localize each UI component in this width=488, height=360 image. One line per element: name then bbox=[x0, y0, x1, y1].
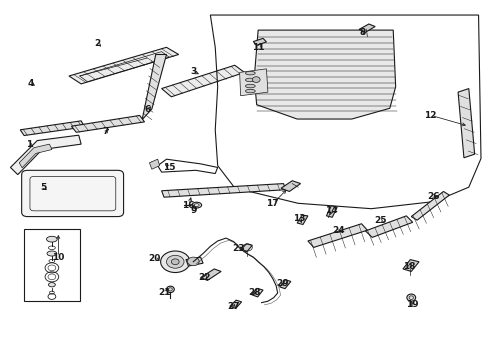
Polygon shape bbox=[239, 69, 267, 96]
Text: 3: 3 bbox=[190, 67, 196, 76]
Text: 28: 28 bbox=[247, 288, 260, 297]
Ellipse shape bbox=[48, 283, 55, 287]
Text: 9: 9 bbox=[190, 206, 196, 215]
Polygon shape bbox=[358, 24, 374, 32]
Text: 7: 7 bbox=[102, 127, 109, 136]
Text: 11: 11 bbox=[251, 43, 264, 52]
Text: 14: 14 bbox=[325, 206, 337, 215]
Polygon shape bbox=[142, 54, 166, 120]
Text: 23: 23 bbox=[232, 244, 244, 253]
Polygon shape bbox=[10, 135, 81, 175]
Circle shape bbox=[252, 77, 260, 82]
FancyBboxPatch shape bbox=[21, 170, 123, 217]
Polygon shape bbox=[307, 224, 366, 247]
Polygon shape bbox=[149, 159, 159, 169]
Text: 26: 26 bbox=[427, 192, 439, 201]
Polygon shape bbox=[253, 39, 266, 45]
Polygon shape bbox=[20, 121, 84, 135]
Polygon shape bbox=[240, 244, 252, 252]
Polygon shape bbox=[410, 192, 448, 220]
Text: 17: 17 bbox=[266, 199, 279, 208]
Ellipse shape bbox=[166, 286, 174, 293]
Text: 27: 27 bbox=[227, 302, 240, 311]
Polygon shape bbox=[185, 257, 203, 266]
Polygon shape bbox=[326, 206, 336, 217]
Circle shape bbox=[187, 257, 199, 266]
Ellipse shape bbox=[46, 236, 57, 242]
FancyBboxPatch shape bbox=[24, 229, 80, 301]
Text: 16: 16 bbox=[182, 201, 194, 210]
Polygon shape bbox=[229, 300, 241, 309]
Polygon shape bbox=[281, 181, 300, 192]
Text: 1: 1 bbox=[26, 140, 32, 149]
Ellipse shape bbox=[245, 78, 255, 82]
Text: 22: 22 bbox=[198, 273, 210, 282]
Circle shape bbox=[171, 259, 179, 265]
Polygon shape bbox=[251, 288, 263, 297]
Text: 6: 6 bbox=[144, 105, 151, 114]
Polygon shape bbox=[19, 144, 52, 168]
Polygon shape bbox=[69, 47, 178, 84]
Ellipse shape bbox=[47, 251, 57, 256]
Text: 15: 15 bbox=[163, 163, 175, 172]
Text: 10: 10 bbox=[52, 253, 64, 262]
Ellipse shape bbox=[406, 294, 415, 301]
Polygon shape bbox=[71, 116, 144, 132]
Text: 21: 21 bbox=[158, 288, 170, 297]
Polygon shape bbox=[365, 216, 412, 237]
Polygon shape bbox=[402, 260, 418, 271]
Polygon shape bbox=[279, 280, 290, 289]
Text: 25: 25 bbox=[373, 216, 386, 225]
Ellipse shape bbox=[191, 202, 201, 208]
Polygon shape bbox=[297, 215, 307, 225]
Text: 18: 18 bbox=[402, 262, 415, 271]
Text: 19: 19 bbox=[406, 300, 418, 309]
Polygon shape bbox=[200, 269, 221, 280]
Polygon shape bbox=[254, 30, 395, 119]
Circle shape bbox=[166, 255, 183, 268]
Text: 5: 5 bbox=[41, 183, 47, 192]
Text: 29: 29 bbox=[276, 279, 288, 288]
Ellipse shape bbox=[245, 71, 255, 75]
Text: 12: 12 bbox=[424, 111, 436, 120]
Text: 2: 2 bbox=[94, 39, 100, 48]
Text: 20: 20 bbox=[148, 255, 161, 264]
Text: 4: 4 bbox=[28, 79, 34, 88]
Ellipse shape bbox=[245, 84, 255, 88]
Text: 24: 24 bbox=[331, 226, 344, 235]
Polygon shape bbox=[161, 65, 244, 97]
Text: 13: 13 bbox=[292, 214, 305, 223]
Ellipse shape bbox=[245, 89, 255, 93]
Circle shape bbox=[160, 251, 189, 273]
Polygon shape bbox=[457, 89, 474, 158]
Text: 8: 8 bbox=[359, 28, 365, 37]
Polygon shape bbox=[161, 184, 285, 197]
